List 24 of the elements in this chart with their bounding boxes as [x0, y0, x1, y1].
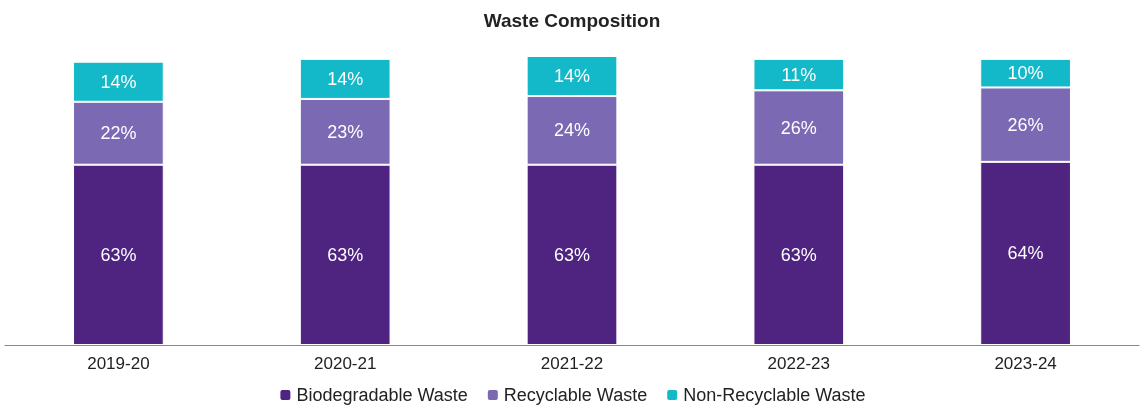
data-label: 11% [781, 64, 817, 85]
data-label: 23% [327, 121, 364, 142]
data-label: 24% [553, 120, 591, 141]
data-label: 22% [100, 123, 137, 144]
data-label: 63% [780, 244, 817, 265]
data-label: 14% [327, 68, 364, 89]
legend-label: Recyclable Waste [503, 385, 648, 405]
data-label: 14% [553, 66, 591, 87]
data-label: 64% [1007, 243, 1044, 264]
data-label: 26% [780, 117, 817, 138]
data-label: 63% [100, 244, 137, 265]
x-tick-label: 2021-22 [540, 354, 604, 373]
data-label: 63% [553, 244, 591, 265]
data-label: 10% [1007, 63, 1044, 84]
x-tick-label: 2023-24 [994, 354, 1057, 373]
legend-label: Non-Recyclable Waste [683, 385, 866, 405]
legend-label: Biodegradable Waste [296, 385, 468, 405]
x-tick-label: 2019-20 [87, 354, 150, 373]
x-tick-label: 2022-23 [767, 354, 830, 373]
data-label: 14% [100, 71, 137, 92]
data-label: 63% [327, 244, 364, 265]
data-label: 26% [1007, 114, 1044, 135]
x-tick-label: 2020-21 [314, 354, 377, 373]
chart-title: Waste Composition [483, 10, 661, 31]
